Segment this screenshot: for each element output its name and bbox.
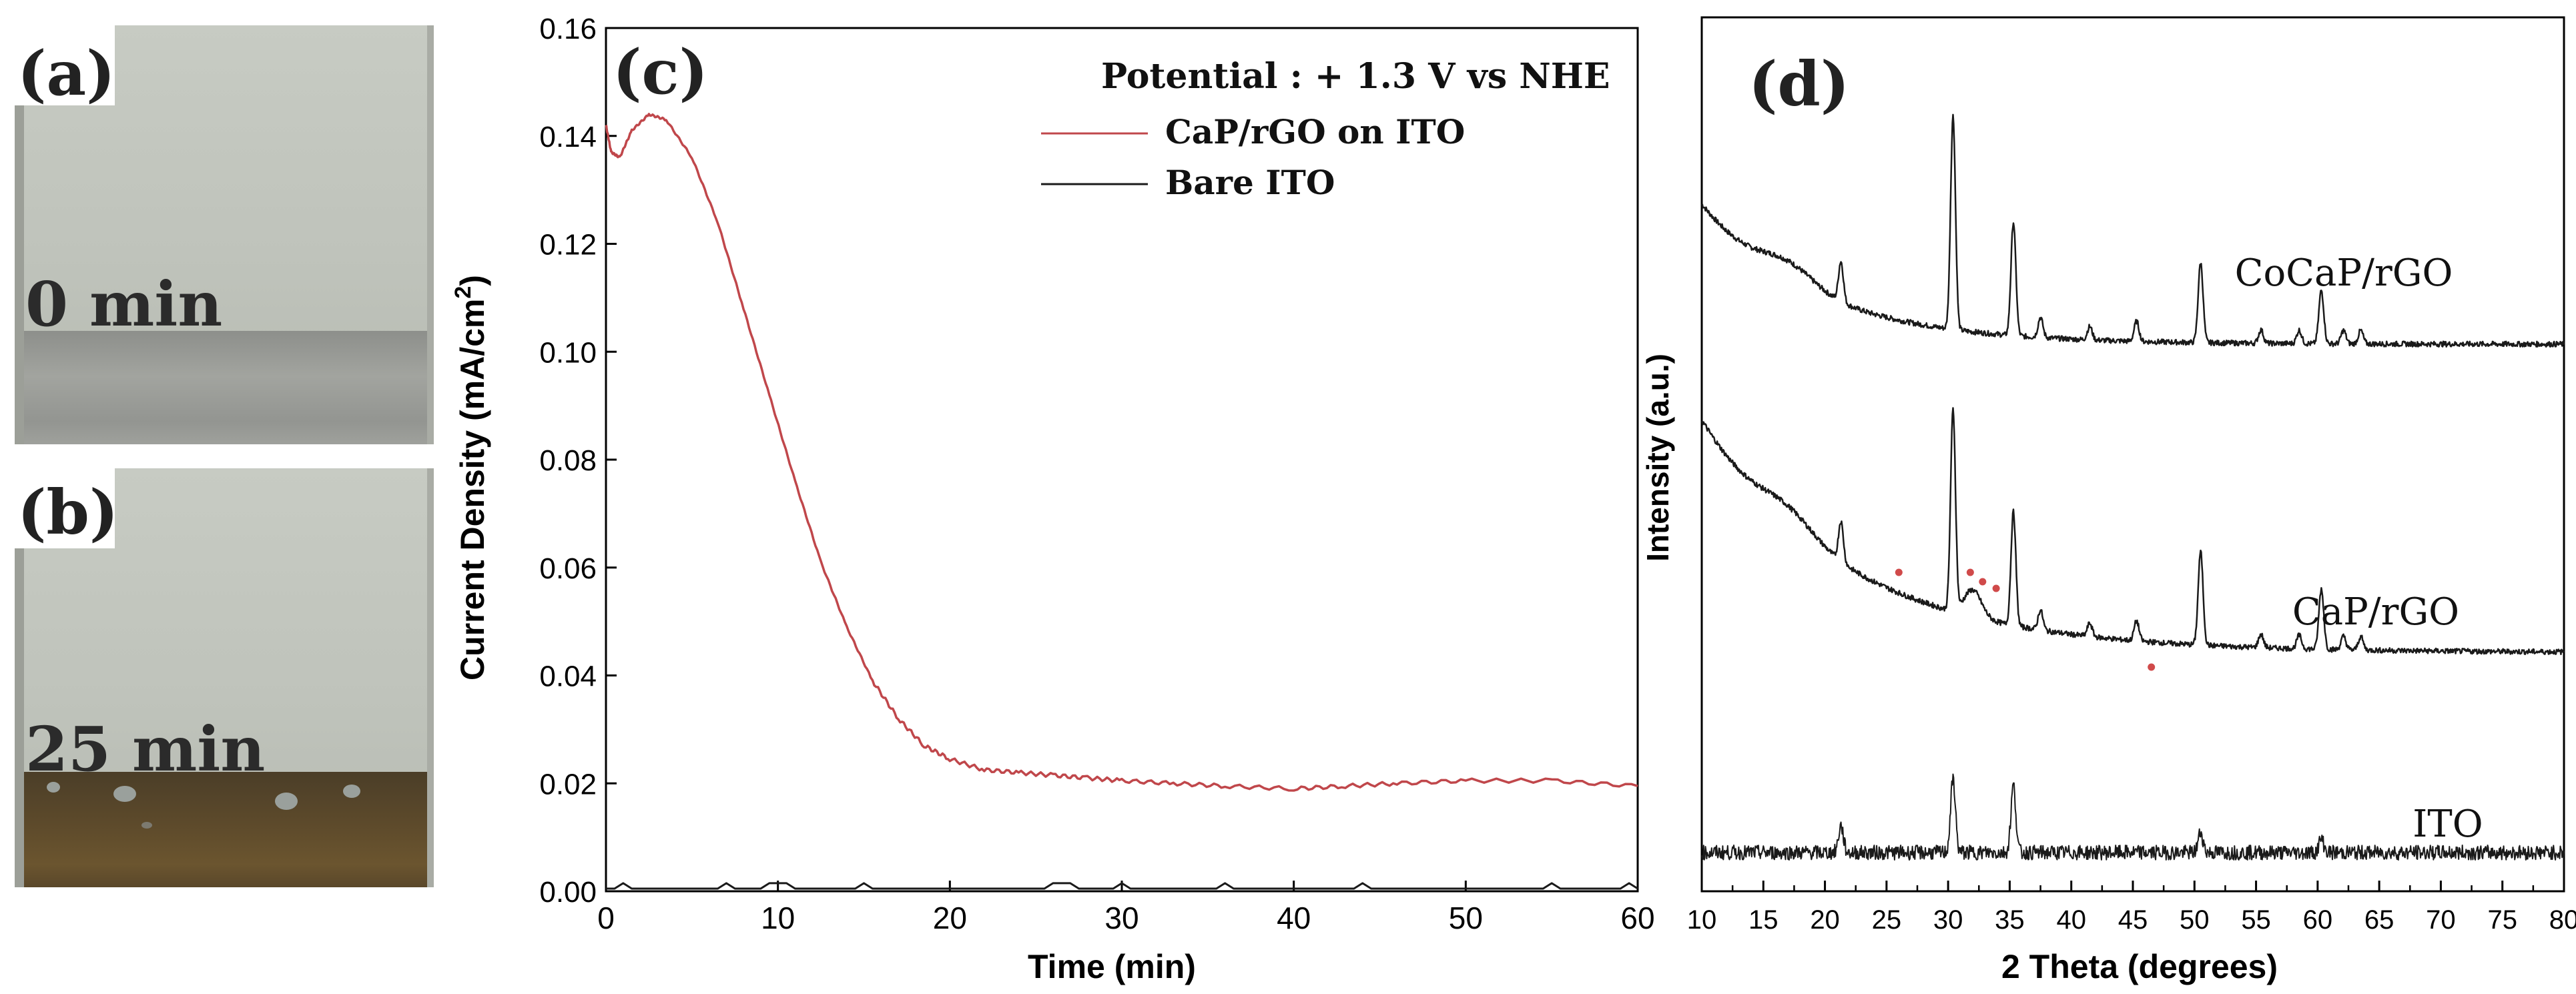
cocap-rgo-xrd-curve (1701, 113, 2565, 348)
time-label-0min: 0 min (25, 268, 223, 340)
cap-rgo-coating (15, 331, 434, 444)
panel-label-d: (d) (1748, 48, 1849, 120)
x-tick-label-d: 65 (2364, 905, 2394, 935)
x-tick-label-c: 50 (1449, 901, 1483, 935)
cap-rgo-xrd-curve (1701, 407, 2565, 656)
x-tick-label-d: 20 (1810, 905, 1840, 935)
y-tick-label-c: 0.16 (539, 13, 597, 45)
y-tick-label-c: 0.08 (539, 444, 597, 477)
panel-label-b: (b) (17, 476, 119, 548)
y-tick-label-c: 0.00 (539, 876, 597, 909)
photo-b-25min: (b) 25 min (15, 468, 434, 887)
impurity-marker (1895, 568, 1903, 576)
y-tick-label-c: 0.14 (539, 121, 597, 153)
x-tick-label-c: 60 (1620, 901, 1654, 935)
y-tick-label-c: 0.12 (539, 229, 597, 262)
x-tick-label-d: 60 (2303, 905, 2333, 935)
panel-label-c: (c) (613, 36, 708, 108)
x-tick-label-d: 35 (1995, 905, 2025, 935)
x-tick-label-d: 30 (1933, 905, 1963, 935)
x-tick-label-c: 10 (761, 901, 795, 935)
x-tick-label-d: 25 (1872, 905, 1902, 935)
x-tick-label-c: 0 (597, 901, 615, 935)
cap-rgo-on-ito-curve (605, 113, 1638, 792)
y-axis-title-d: Intensity (a.u.) (1640, 354, 1675, 562)
panel-label-a: (a) (17, 37, 115, 109)
y-tick-label-c: 0.06 (539, 552, 597, 585)
y-axis-title-c: Current Density (mA/cm2) (450, 275, 491, 680)
plot-frame-d (1700, 16, 2565, 893)
series-label-cocap-rgo: CoCaP/rGO (2235, 252, 2453, 295)
bare-ito-curve (606, 882, 1638, 890)
x-tick-label-d: 45 (2118, 905, 2148, 935)
x-axis-title-d: 2 Theta (degrees) (2001, 948, 2278, 985)
x-tick-label-d: 10 (1687, 905, 1717, 935)
cap-rgo-coating (15, 772, 434, 887)
x-axis-title-c: Time (min) (1028, 948, 1196, 985)
impurity-marker (1979, 578, 1987, 586)
y-tick-label-c: 0.04 (539, 660, 597, 693)
time-label-25min: 25 min (25, 713, 266, 785)
x-tick-label-d: 75 (2487, 905, 2517, 935)
x-tick-label-c: 20 (933, 901, 967, 935)
legend-title: Potential : + 1.3 V vs NHE (1101, 56, 1610, 97)
x-tick-label-d: 55 (2241, 905, 2271, 935)
x-tick-label-d: 80 (2549, 905, 2576, 935)
x-tick-label-c: 40 (1277, 901, 1311, 935)
photo-a-0min: (a) 0 min (15, 25, 434, 444)
series-label-ito: ITO (2412, 803, 2483, 846)
x-tick-label-c: 30 (1104, 901, 1139, 935)
legend-label-bare-ito: Bare ITO (1165, 163, 1335, 202)
chart-d-plot-area: 10 15 20 25 30 35 40 45 50 55 60 65 70 75 80 (1687, 16, 2576, 935)
legend-label-cap-rgo: CaP/rGO on ITO (1165, 112, 1465, 151)
chart-c-plot-area: 0 10 20 30 40 50 60 0.00 0.02 0.04 0.06 0.08 0.10 0.1… (539, 13, 1654, 935)
ito-xrd-curve (1701, 773, 2565, 861)
x-tick-label-d: 50 (2180, 905, 2210, 935)
impurity-marker (1992, 584, 2000, 592)
x-tick-label-d: 15 (1748, 905, 1779, 935)
y-tick-label-c: 0.02 (539, 768, 597, 801)
impurity-marker (1966, 568, 1974, 576)
x-tick-label-d: 40 (2056, 905, 2086, 935)
series-label-cap-rgo: CaP/rGO (2292, 590, 2459, 634)
x-tick-label-d: 70 (2426, 905, 2456, 935)
y-tick-label-c: 0.10 (539, 336, 597, 369)
impurity-marker (2148, 663, 2156, 671)
